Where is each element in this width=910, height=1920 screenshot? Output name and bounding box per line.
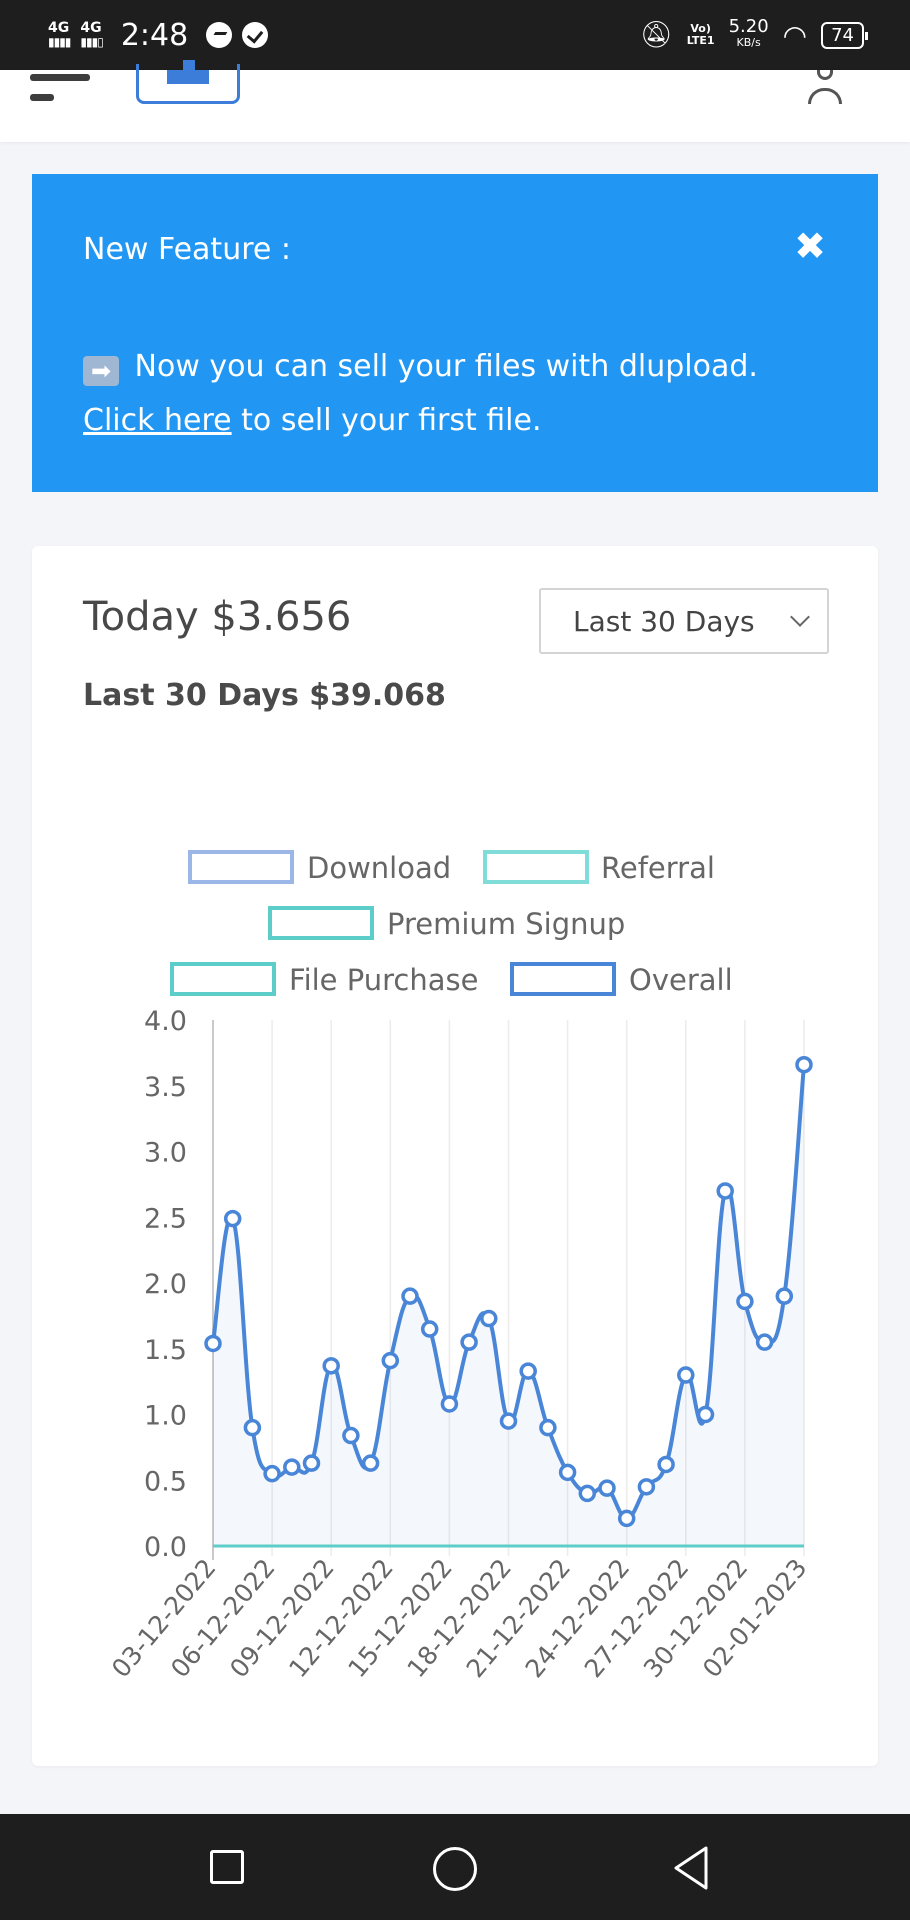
close-icon[interactable]: ✖ (794, 224, 826, 268)
overall-point[interactable] (302, 1454, 321, 1472)
y-axis-ticks: 0.0 0.5 1.0 1.5 2.0 2.5 3.0 3.5 4.0 (144, 1006, 187, 1563)
y-tick-label: 2.0 (144, 1269, 187, 1300)
overall-point[interactable] (716, 1182, 734, 1200)
volte-indicator: Vo) LTE1 (686, 22, 715, 47)
status-bar: 4G ▮▮▮▮ 4G ▮▮▮▯ 2:48 🔕︎ Vo) LTE1 5.20 KB/s ◠… (0, 0, 910, 70)
legend-label: Download (307, 851, 451, 885)
x-axis-ticks: 03-12-202206-12-202209-12-202212-12-2022… (106, 1553, 813, 1683)
y-tick-label: 0.5 (144, 1466, 187, 1497)
legend-item-referral[interactable]: Referral (483, 850, 715, 885)
network-speed: 5.20 KB/s (728, 16, 769, 50)
y-tick-label: 1.0 (144, 1401, 187, 1432)
overall-point[interactable] (617, 1509, 636, 1528)
y-tick-label: 3.5 (144, 1072, 187, 1103)
y-tick-label: 1.5 (144, 1335, 187, 1366)
legend-item-overall[interactable]: Overall (510, 962, 733, 997)
overall-point[interactable] (322, 1357, 340, 1375)
feature-alert: New Feature : ✖ ➡ Now you can sell your … (32, 174, 878, 492)
legend-label: Referral (601, 851, 715, 885)
menu-icon[interactable] (30, 70, 92, 110)
overall-point[interactable] (736, 1292, 754, 1311)
y-tick-label: 3.0 (144, 1138, 187, 1169)
alert-message-text: Now you can sell your files with dluploa… (134, 349, 758, 384)
overall-point[interactable] (637, 1478, 656, 1496)
status-right: 🔕︎ Vo) LTE1 5.20 KB/s ◠ 74 (639, 0, 868, 70)
overall-point[interactable] (775, 1287, 794, 1305)
overall-point[interactable] (578, 1484, 597, 1503)
legend-swatch (483, 850, 589, 884)
alert-title: New Feature : (83, 232, 291, 267)
range-select-value: Last 30 Days (573, 605, 755, 638)
overall-point[interactable] (558, 1463, 577, 1482)
overall-point[interactable] (755, 1333, 774, 1351)
legend-swatch (268, 906, 374, 940)
signal-2-icon: 4G ▮▮▮▯ (80, 20, 103, 49)
sell-file-link[interactable]: Click here (83, 403, 232, 438)
overall-point[interactable] (243, 1418, 262, 1437)
overall-point[interactable] (283, 1458, 301, 1476)
legend-item-premium-signup[interactable]: Premium Signup (268, 906, 625, 941)
overall-point[interactable] (440, 1395, 459, 1413)
overall-point[interactable] (223, 1209, 242, 1228)
battery-indicator: 74 (821, 21, 868, 49)
chart-legend: Download Referral Premium Signup File Purch… (170, 850, 733, 997)
clock: 2:48 (120, 17, 189, 53)
earnings-chart: Download Referral Premium Signup File Purch… (106, 850, 813, 1683)
home-button[interactable] (433, 1847, 477, 1891)
earnings-card: Today $3.656 Last 30 Days $39.068 Last 3… (32, 546, 878, 1766)
wifi-icon: ◠ (782, 18, 808, 52)
overall-point[interactable] (361, 1454, 380, 1472)
overall-point[interactable] (480, 1309, 498, 1328)
legend-item-file-purchase[interactable]: File Purchase (170, 962, 478, 997)
legend-swatch (170, 962, 276, 996)
notification-check-icon (242, 22, 269, 48)
overall-point[interactable] (263, 1464, 281, 1483)
y-tick-label: 0.0 (144, 1532, 187, 1563)
last30-earnings: Last 30 Days $39.068 (83, 678, 446, 713)
overall-point[interactable] (696, 1405, 715, 1424)
status-left: 4G ▮▮▮▮ 4G ▮▮▮▯ 2:48 (48, 0, 269, 70)
overall-point[interactable] (795, 1055, 813, 1074)
overall-point[interactable] (381, 1351, 400, 1370)
overall-point[interactable] (519, 1362, 537, 1380)
range-select[interactable]: Last 30 Days (539, 588, 829, 654)
messenger-icon (206, 22, 233, 48)
overall-point[interactable] (204, 1334, 222, 1353)
y-tick-label: 2.5 (144, 1203, 187, 1234)
overall-point[interactable] (539, 1418, 557, 1437)
overall-point[interactable] (677, 1366, 695, 1384)
alert-link-suffix: to sell your first file. (241, 403, 542, 438)
legend-label: Premium Signup (387, 907, 625, 941)
overall-point[interactable] (420, 1320, 439, 1338)
legend-swatch (510, 962, 616, 996)
bell-off-icon: 🔕︎ (639, 20, 673, 50)
alert-message: ➡ Now you can sell your files with dlupl… (83, 340, 863, 448)
legend-item-download[interactable]: Download (188, 850, 451, 885)
overall-point[interactable] (342, 1426, 360, 1445)
overall-point[interactable] (499, 1412, 518, 1430)
overall-point[interactable] (460, 1333, 478, 1351)
overall-points (204, 1055, 813, 1528)
arrow-right-icon: ➡ (83, 356, 119, 386)
app-navbar (0, 60, 910, 142)
legend-swatch (188, 850, 294, 884)
signal-1-icon: 4G ▮▮▮▮ (48, 20, 71, 49)
today-earnings: Today $3.656 (83, 594, 352, 640)
overall-point[interactable] (657, 1455, 675, 1474)
recents-button[interactable] (210, 1850, 244, 1884)
legend-label: File Purchase (289, 963, 478, 997)
user-icon[interactable] (804, 70, 846, 106)
overall-point[interactable] (598, 1479, 616, 1497)
back-button[interactable] (670, 1844, 710, 1892)
legend-label: Overall (629, 963, 733, 997)
y-tick-label: 4.0 (144, 1006, 187, 1037)
logo-icon[interactable] (136, 60, 240, 104)
system-nav-bar (0, 1814, 910, 1920)
overall-area (213, 1064, 804, 1546)
overall-point[interactable] (401, 1287, 419, 1305)
